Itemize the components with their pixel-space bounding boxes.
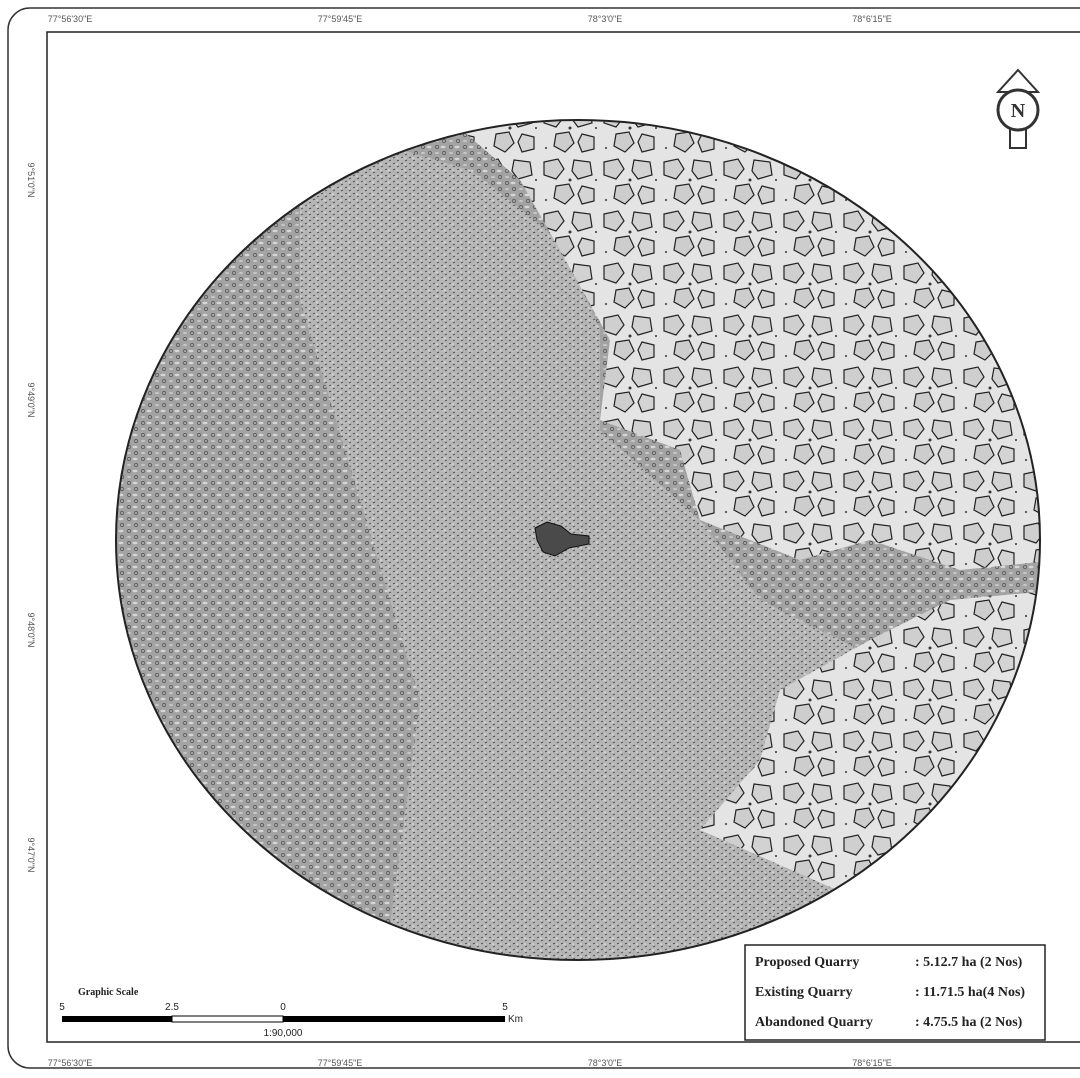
legend: Proposed Quarry : 5.12.7 ha (2 Nos) Exis… [744,944,1046,1041]
north-label: N [1011,100,1026,122]
scale-title: Graphic Scale [78,987,139,998]
legend-value: : 4.75.5 ha (2 Nos) [915,1015,1023,1030]
legend-label: Abandoned Quarry [755,1015,873,1030]
legend-label: Existing Quarry [755,985,853,1000]
top-coord: 77°59'45"E [318,14,363,24]
quarry [534,521,590,557]
bottom-coord: 77°59'45"E [318,1058,363,1068]
bottom-coord: 78°6'15"E [852,1058,892,1068]
north-arrow: N [995,68,1041,149]
legend-value: : 11.71.5 ha(4 Nos) [915,985,1025,1000]
bottom-coord: 77°56'30"E [48,1058,93,1068]
top-coord: 77°56'30"E [48,14,93,24]
outer-frame [7,7,1080,1069]
buffer-circle [115,119,1041,961]
legend-label: Proposed Quarry [755,955,859,970]
scale-tick: 5 [59,1002,65,1013]
left-coord: 9°51'0"N [26,162,36,197]
scale-bar: Graphic Scale 5 2.5 0 5 Km 1:90,000 [59,987,523,1039]
legend-value: : 5.12.7 ha (2 Nos) [915,955,1023,970]
left-coord: 9°49'0"N [26,382,36,417]
scale-unit: Km [508,1014,523,1025]
scale-tick: 2.5 [165,1002,179,1013]
bottom-coord: 78°3'0"E [588,1058,623,1068]
scale-ratio: 1:90,000 [264,1028,303,1039]
scale-tick: 0 [280,1002,286,1013]
left-coord: 9°47'0"N [26,837,36,872]
top-coord: 78°3'0"E [588,14,623,24]
coordinates: 77°56'30"E 77°59'45"E 78°3'0"E 78°6'15"E 77°… [26,14,892,1068]
scale-tick: 5 [502,1002,508,1013]
top-coord: 78°6'15"E [852,14,892,24]
left-coord: 9°48'0"N [26,612,36,647]
